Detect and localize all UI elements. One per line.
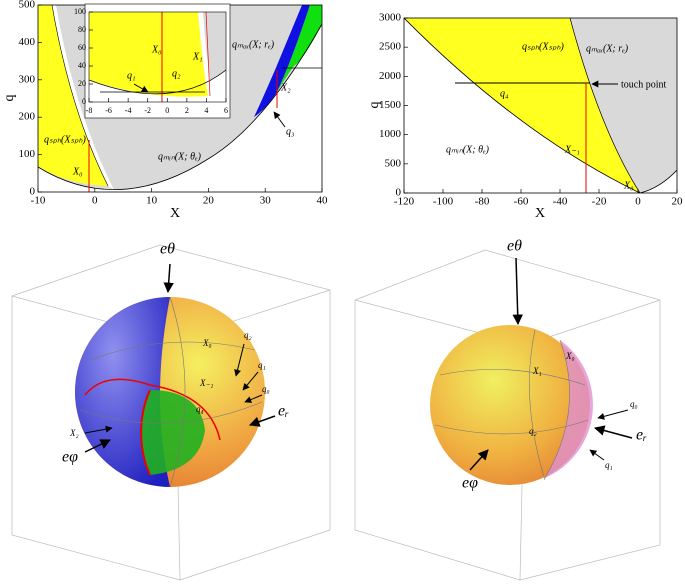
y-tick-label: 200 — [19, 111, 36, 123]
annotation: eφ — [62, 449, 78, 466]
x-axis-label: X — [535, 206, 545, 221]
y-axis-label: q — [367, 102, 382, 109]
annotation: X₂ — [280, 82, 291, 93]
annotation: touch point — [621, 79, 666, 90]
annotation: eᵣ — [636, 427, 647, 444]
inset-regions — [89, 12, 226, 102]
annotation: q₁ — [605, 460, 613, 470]
y-tick-label: 0 — [82, 97, 86, 106]
x-tick-label: -80 — [475, 196, 490, 208]
x-tick-label: 0 — [165, 106, 169, 115]
annotation: X₀ — [565, 351, 575, 361]
y-tick-label: 300 — [19, 73, 36, 85]
y-tick-label: 500 — [385, 157, 402, 169]
annotation: X₀ — [623, 180, 634, 191]
annotation: X₋₁ — [199, 378, 213, 388]
y-tick-label: 0 — [30, 186, 36, 198]
y-tick-label: 80 — [78, 25, 86, 34]
annotation: q₂ — [172, 68, 181, 79]
x-tick-label: 10 — [146, 195, 158, 207]
y-tick-label: 0 — [396, 187, 402, 199]
x-tick-label: 40 — [317, 195, 329, 207]
y-tick-label: 20 — [78, 79, 86, 88]
x-tick-label: -6 — [105, 106, 112, 115]
x-tick-label: 4 — [204, 106, 208, 115]
y-tick-label: 1500 — [379, 99, 402, 111]
x-tick-label: -120 — [394, 196, 415, 208]
y-tick-label: 100 — [19, 148, 36, 160]
x-tick-label: -60 — [514, 196, 529, 208]
x-tick-label: 0 — [92, 195, 98, 207]
x-tick-label: -40 — [553, 196, 568, 208]
annotation: qₘₐₓ(X; rₑ) — [586, 43, 629, 54]
annotation: qₛₚₕ(Xₛₚₕ) — [522, 41, 565, 52]
annotation: eθ — [507, 238, 522, 255]
sphere-panel: eθ X₀ X₁ q₂ q₀ eᵣ q₁ eφ — [354, 238, 661, 581]
annotation: X₂ — [69, 428, 79, 438]
y-tick-label: 500 — [19, 0, 36, 11]
y-tick-label: 2000 — [379, 70, 402, 82]
y-tick-label: 3000 — [379, 12, 402, 24]
y-tick-label: 40 — [78, 61, 86, 70]
x-tick-label: 20 — [672, 196, 684, 208]
sphere-panel: eθ X₀ q₂ q₁ q₀ eᵣ X₋₁ q₄ X₂ eφ — [11, 241, 331, 581]
annotation: q₄ — [196, 404, 204, 414]
annotation: qₘᵢₙ(X; θₑ) — [446, 144, 490, 155]
x-tick-label: 6 — [224, 106, 228, 115]
annotation: q₀ — [262, 384, 270, 394]
annotation: X₀ — [151, 44, 162, 55]
x-axis-label: X — [170, 206, 180, 221]
y-tick-label: 60 — [78, 43, 86, 52]
annotation: q₂ — [529, 426, 537, 436]
annotation: q₃ — [286, 126, 295, 137]
annotation: q₂ — [244, 330, 252, 340]
annotation: q₄ — [500, 88, 509, 99]
annotation: X₁ — [532, 366, 542, 376]
annotation: q₁ — [258, 360, 266, 370]
x-tick-label: -8 — [86, 106, 93, 115]
y-tick-label: 400 — [19, 36, 36, 48]
y-tick-label: 2500 — [379, 41, 402, 53]
y-axis-label: q — [2, 95, 17, 102]
plot-regions — [404, 18, 677, 193]
y-tick-label: 1000 — [379, 128, 402, 140]
x-tick-label: -4 — [125, 106, 132, 115]
x-tick-label: -20 — [592, 196, 607, 208]
x-tick-label: -2 — [144, 106, 151, 115]
annotation: eφ — [462, 475, 478, 492]
annotation: X₋₁ — [564, 144, 580, 155]
annotation: qₘᵢₙ(X; θₑ) — [158, 151, 202, 162]
annotation: q₁ — [127, 70, 135, 81]
x-tick-label: 2 — [185, 106, 189, 115]
x-tick-label: 30 — [260, 195, 272, 207]
y-tick-label: 100 — [74, 7, 86, 16]
x-tick-label: -100 — [433, 196, 454, 208]
annotation: eᵣ — [278, 403, 289, 420]
annotation: X₁ — [192, 51, 203, 62]
x-tick-label: 20 — [203, 195, 215, 207]
x-tick-label: 0 — [635, 196, 641, 208]
annotation: eθ — [160, 241, 175, 258]
annotation: qₛₚₕ(Xₛₚₕ) — [44, 134, 87, 145]
annotation: X₀ — [202, 338, 212, 348]
annotation: qₘₐₓ(X; rₑ) — [232, 39, 275, 50]
x-tick-label: -10 — [31, 195, 46, 207]
annotation: q₀ — [630, 399, 638, 409]
annotation: X₀ — [72, 166, 83, 177]
